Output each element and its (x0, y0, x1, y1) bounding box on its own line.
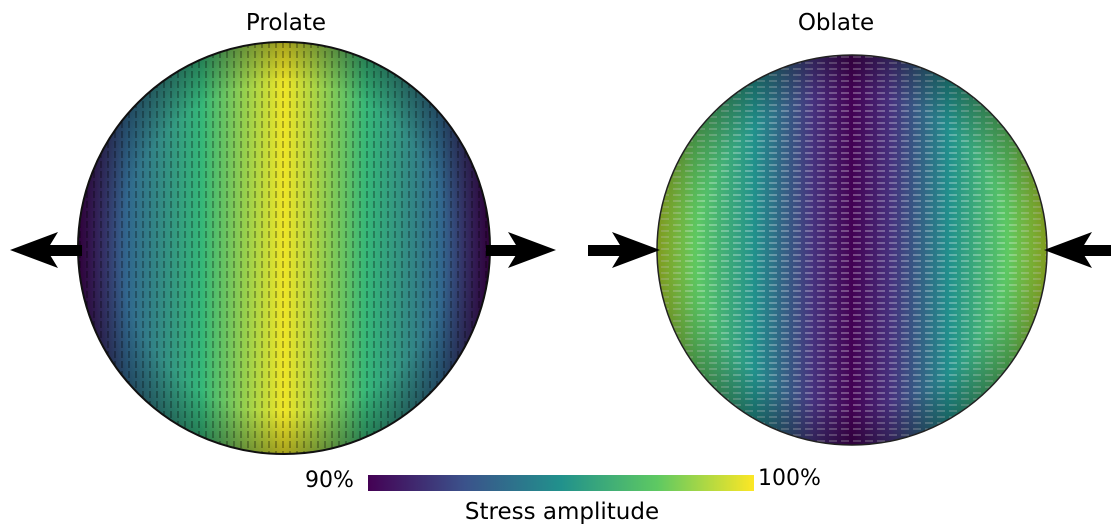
prolate-right-arrow-icon (486, 232, 556, 268)
prolate-title: Prolate (245, 10, 327, 36)
prolate-left-arrow-icon (10, 232, 82, 268)
colorbar-min-label: 90% (305, 468, 354, 493)
colorbar-title: Stress amplitude (464, 499, 660, 525)
oblate-title: Oblate (797, 10, 875, 36)
oblate-sphere (656, 54, 1048, 446)
oblate-right-arrow-icon (1044, 232, 1111, 268)
colorbar-gradient (368, 475, 754, 491)
colorbar-max-label: 100% (758, 466, 821, 491)
prolate-sphere (77, 41, 491, 455)
oblate-left-arrow-icon (588, 232, 660, 268)
